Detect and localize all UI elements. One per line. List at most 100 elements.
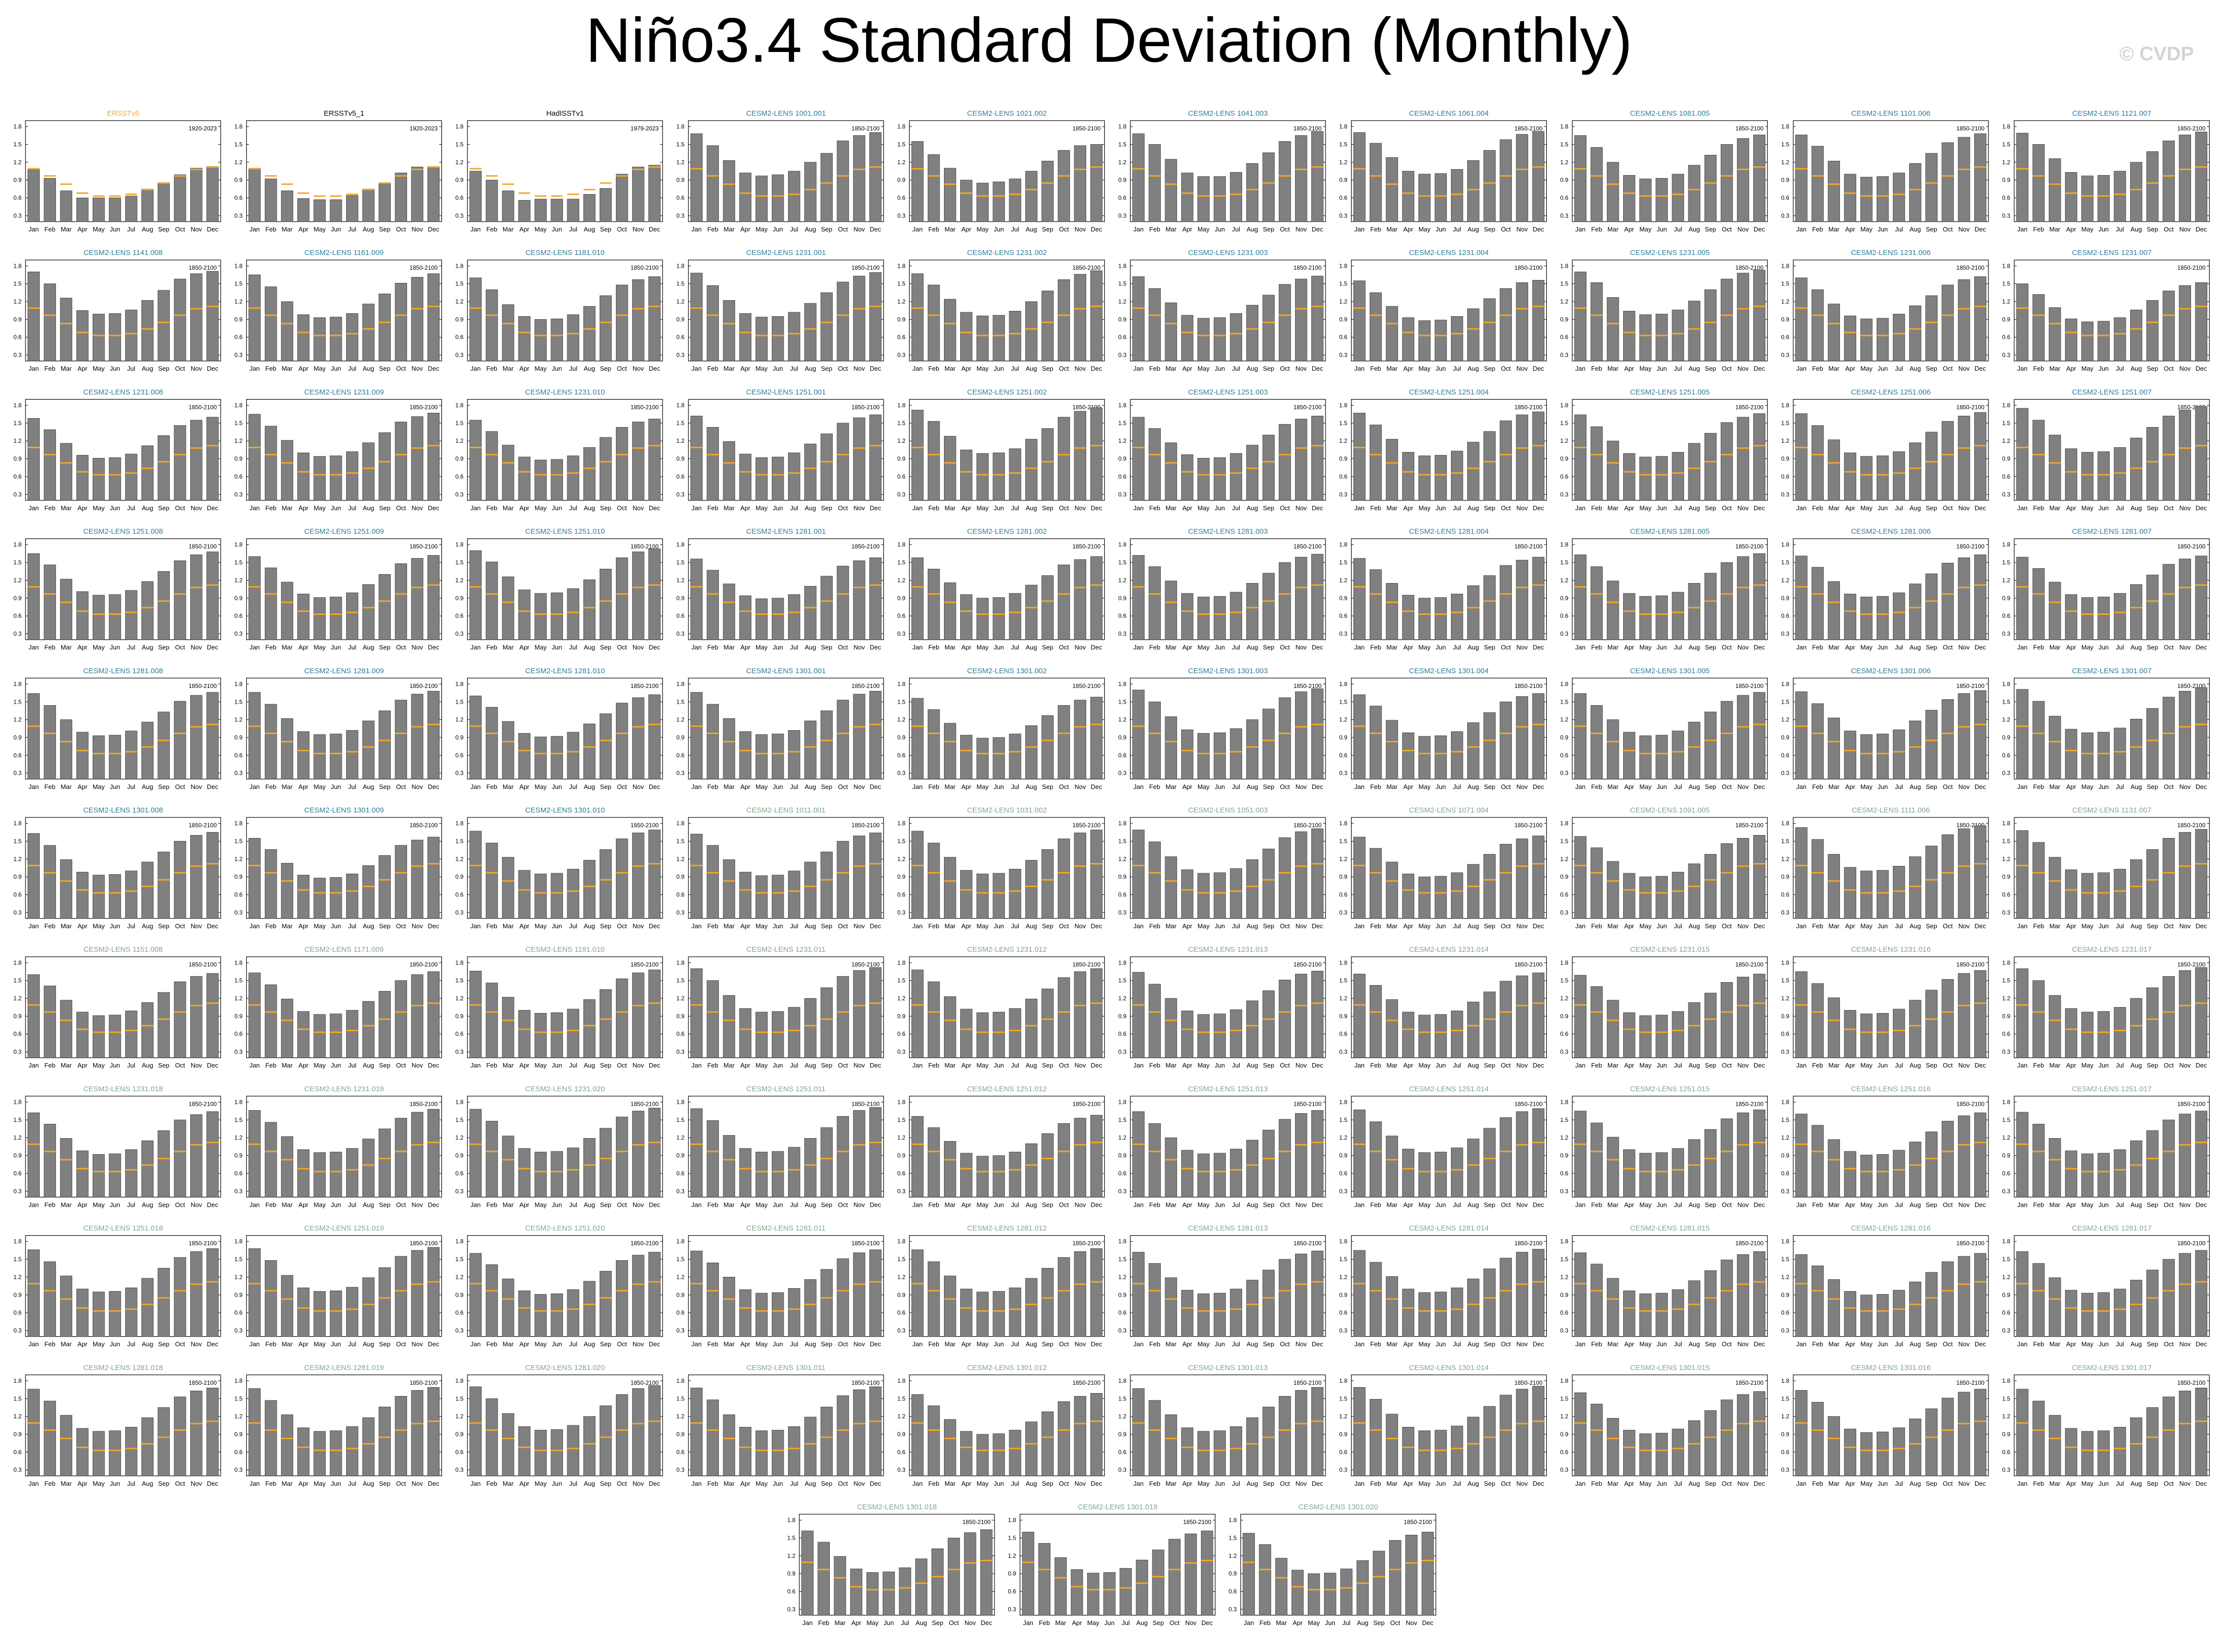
x-tick-label: Feb	[486, 1201, 497, 1208]
bar	[2016, 968, 2029, 1058]
bar	[1262, 152, 1275, 222]
bar	[2130, 719, 2142, 780]
bar	[1074, 145, 1086, 222]
y-tick-label: 0.9	[2002, 177, 2011, 183]
bar	[76, 872, 89, 919]
bar	[1230, 1289, 1242, 1337]
y-tick-label: 0.6	[1560, 891, 1569, 898]
x-tick-label: Nov	[191, 504, 203, 511]
period-label: 1850-2100	[851, 264, 880, 271]
x-tick-label: Jul	[1011, 365, 1020, 372]
bar	[869, 132, 882, 222]
bar	[771, 734, 784, 780]
y-tick-label: 1.5	[1118, 141, 1126, 148]
x-tick-label: Nov	[633, 504, 644, 511]
bar	[707, 704, 719, 780]
x-tick-label: Feb	[928, 644, 939, 651]
x-tick-label: Dec	[207, 783, 219, 790]
y-tick-label: 0.6	[676, 1309, 685, 1316]
bar	[583, 1138, 596, 1197]
x-tick-label: Dec	[1091, 1201, 1102, 1208]
bar	[739, 595, 752, 640]
bar	[535, 1013, 547, 1058]
bar	[2114, 1007, 2126, 1058]
x-tick-label: Sep	[1484, 783, 1495, 790]
period-label: 1850-2100	[631, 961, 659, 968]
y-tick-label: 1.8	[456, 123, 464, 130]
x-tick-label: Aug	[584, 922, 595, 930]
bar	[206, 692, 219, 780]
bar	[1090, 556, 1103, 640]
panel-title: CESM2-LENS 1301.002	[967, 667, 1047, 675]
panel-frame	[2014, 1095, 2210, 1197]
x-tick-label: Jul	[127, 1341, 135, 1348]
x-tick-label: Jul	[569, 365, 577, 372]
x-tick-label: Jun	[331, 365, 341, 372]
x-tick-label: Apr	[299, 1341, 309, 1348]
y-tick-label: 1.2	[1781, 1134, 1789, 1141]
bar	[755, 875, 768, 919]
bar	[755, 1293, 768, 1337]
x-tick-label: Nov	[1296, 504, 1307, 511]
x-tick-label: Jul	[2116, 644, 2124, 651]
x-tick-label: Oct	[1280, 922, 1290, 930]
x-tick-label: Dec	[870, 504, 882, 511]
x-tick-label: May	[1198, 226, 1210, 233]
x-tick-label: Jun	[2098, 504, 2109, 511]
panel-frame	[688, 956, 884, 1058]
y-tick-label: 1.2	[2002, 995, 2011, 1002]
x-tick-label: Nov	[853, 365, 865, 372]
x-tick-label: Dec	[1975, 1062, 1987, 1069]
y-tick-label: 1.5	[13, 1117, 22, 1123]
bar	[739, 173, 752, 222]
x-tick-label: Oct	[1501, 504, 1511, 511]
y-tick-label: 0.9	[1339, 595, 1348, 602]
y-tick-label: 0.6	[1339, 1309, 1348, 1316]
panel: CESM2-LENS 1231.0081850-21000.30.60.91.2…	[13, 388, 221, 511]
y-tick-label: 1.8	[1560, 541, 1569, 548]
x-tick-label: Jun	[552, 783, 562, 790]
panel: CESM2-LENS 1251.0041850-21000.30.60.91.2…	[1339, 388, 1547, 511]
bar	[1590, 426, 1603, 501]
x-tick-label: Jul	[1011, 504, 1020, 511]
x-tick-label: Oct	[396, 1341, 407, 1348]
y-tick-label: 1.2	[1339, 159, 1348, 166]
x-tick-label: May	[1639, 1062, 1652, 1069]
x-tick-label: Feb	[707, 226, 718, 233]
panel: CESM2-LENS 1171.0091850-21000.30.60.91.2…	[234, 945, 442, 1069]
bar	[92, 1015, 105, 1058]
panel: CESM2-LENS 1281.0141850-21000.30.60.91.2…	[1339, 1224, 1547, 1348]
x-tick-label: Aug	[1247, 1341, 1258, 1348]
y-tick-label: 0.9	[897, 1292, 906, 1298]
y-tick-label: 0.6	[897, 473, 906, 480]
x-tick-label: Jan	[1133, 783, 1144, 790]
bar	[330, 877, 342, 919]
period-label: 1850-2100	[1956, 961, 1985, 968]
x-tick-label: May	[93, 1201, 105, 1208]
y-tick-label: 1.2	[234, 159, 243, 166]
x-tick-label: Feb	[707, 783, 718, 790]
bar	[1230, 453, 1242, 501]
x-tick-label: Sep	[1705, 226, 1716, 233]
bar	[1958, 693, 1970, 780]
bar	[44, 429, 56, 501]
x-tick-label: Apr	[519, 1201, 530, 1208]
x-tick-label: Jul	[1232, 226, 1240, 233]
x-tick-label: Feb	[928, 1062, 939, 1069]
x-tick-label: Aug	[1468, 1201, 1479, 1208]
y-tick-label: 1.5	[456, 559, 464, 566]
y-tick-label: 1.5	[897, 420, 906, 427]
y-tick-label: 0.3	[2002, 630, 2011, 637]
bar	[615, 703, 628, 780]
bar	[1353, 412, 1366, 501]
x-tick-label: Oct	[175, 644, 185, 651]
x-tick-label: Feb	[928, 1341, 939, 1348]
bar	[583, 860, 596, 919]
bar	[2179, 832, 2191, 919]
bar	[1246, 163, 1259, 222]
x-tick-label: Jan	[1354, 1062, 1365, 1069]
bar	[297, 875, 310, 919]
bar	[804, 998, 816, 1058]
bar	[632, 551, 644, 640]
bar	[1386, 862, 1398, 919]
